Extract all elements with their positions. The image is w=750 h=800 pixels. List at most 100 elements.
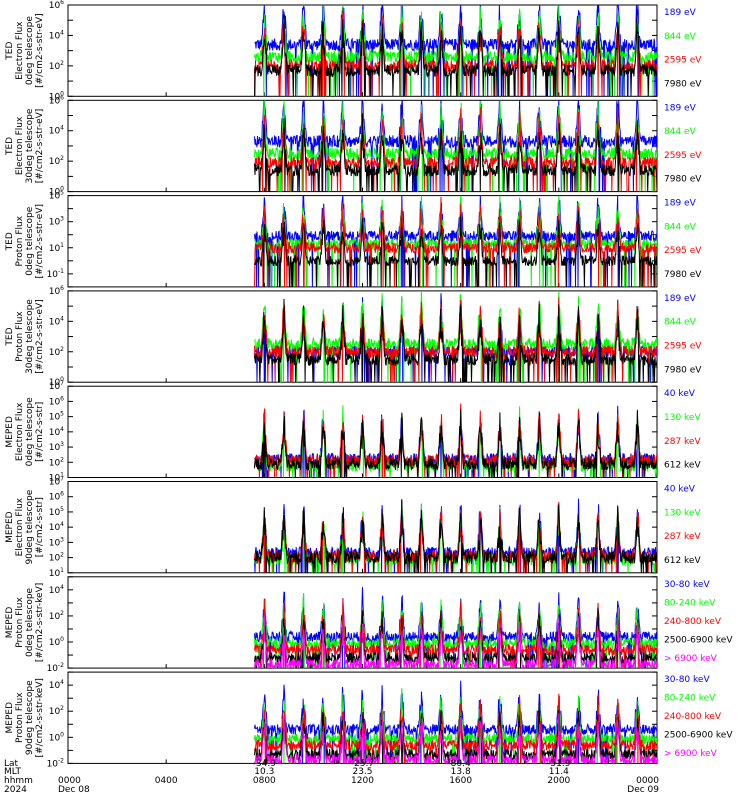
y-axis-title: 0deg telescope — [25, 587, 35, 657]
y-tick-label: 102 — [49, 60, 64, 72]
x-lat-label: -34.9 — [253, 759, 277, 769]
legend-entry: 612 keV — [664, 461, 701, 471]
legend-entry: 30-80 keV — [664, 580, 710, 590]
y-axis-title: MEPED — [5, 607, 15, 639]
y-tick-label: 103 — [49, 536, 64, 548]
series-line — [254, 5, 657, 97]
y-tick-label: 106 — [49, 491, 64, 503]
y-tick-label: 102 — [49, 552, 64, 564]
series-line — [254, 113, 657, 192]
y-axis-title: Electron Flux — [15, 497, 25, 556]
y-axis-title: TED — [5, 232, 15, 251]
y-tick-label: 104 — [49, 29, 64, 41]
y-tick-label: 100 — [49, 636, 64, 648]
y-tick-label: 101 — [49, 567, 64, 579]
series-line — [254, 498, 657, 573]
series-line — [254, 13, 657, 97]
series-group — [254, 5, 657, 97]
series-line — [254, 598, 657, 669]
y-axis-title: [#/cm2-s-str-keV] — [35, 583, 45, 662]
y-axis-title: [#/cm2-s-str-eV] — [35, 109, 45, 184]
y-tick-label: 103 — [49, 441, 64, 453]
x-hhmm-label: 0000 — [58, 776, 81, 786]
series-group — [254, 587, 657, 669]
series-line — [254, 196, 657, 287]
series-line — [254, 210, 657, 287]
series-group — [254, 290, 657, 383]
legend-entry: 844 eV — [664, 32, 697, 42]
series-line — [254, 298, 657, 383]
y-tick-label: 106 — [49, 0, 64, 11]
legend-entry: 189 eV — [664, 294, 697, 304]
legend-entry: 80-240 keV — [664, 598, 716, 608]
legend-entry: 844 eV — [664, 318, 697, 328]
legend-entry: 130 keV — [664, 413, 701, 423]
y-tick-label: 102 — [49, 705, 64, 717]
y-axis-title: [#/cm2-s-str-eV] — [35, 204, 45, 279]
legend-entry: 80-240 keV — [664, 694, 716, 704]
y-axis-title: TED — [5, 137, 15, 156]
legend-entry: 287 keV — [664, 532, 701, 542]
x-lat-label: 80.4 — [451, 759, 471, 769]
legend-entry: 7980 eV — [664, 365, 702, 375]
y-axis-title: TED — [5, 327, 15, 346]
y-tick-label: 10-2 — [47, 757, 65, 769]
series-line — [254, 106, 657, 192]
x-lat-label: -25.7 — [351, 759, 374, 769]
y-tick-label: 102 — [49, 155, 64, 167]
x-hhmm-label: 0800 — [253, 776, 276, 786]
legend-entry: 2595 eV — [664, 56, 702, 66]
legend-entry: 130 keV — [664, 508, 701, 518]
y-tick-label: 104 — [49, 125, 64, 137]
x-row-label: Lat — [4, 759, 19, 769]
panel-8: 10-2 100 102 104 MEPED Proton Flux 90deg teles… — [5, 671, 733, 769]
y-tick-label: 104 — [49, 584, 64, 596]
x-hhmm-label: 0000 — [636, 776, 659, 786]
legend-entry: 30-80 keV — [664, 675, 710, 685]
y-axis-title: [#/cm2-s-str] — [35, 497, 45, 557]
y-axis-title: MEPED — [5, 416, 15, 448]
legend-entry: 7980 eV — [664, 175, 702, 185]
y-axis-title: MEPED — [5, 511, 15, 543]
y-axis-title: Proton Flux — [15, 215, 25, 266]
y-tick-label: 10-2 — [47, 662, 65, 674]
series-group — [254, 403, 657, 478]
y-tick-label: 104 — [49, 679, 64, 691]
y-axis-title: 0deg telescope — [25, 397, 35, 467]
legend-entry: > 6900 keV — [664, 654, 718, 664]
legend-entry: 2595 eV — [664, 342, 702, 352]
legend-entry: 2500-6900 keV — [664, 635, 733, 645]
y-tick-label: 104 — [49, 315, 64, 327]
series-line — [254, 195, 657, 287]
y-axis-title: 90deg telescope — [25, 680, 35, 755]
legend-entry: 240-800 keV — [664, 712, 722, 722]
x-row-label: hhmm — [4, 776, 33, 786]
x-mlt-label: 11.4 — [549, 767, 569, 777]
y-axis-title: Proton Flux — [15, 311, 25, 362]
y-tick-label: 107 — [49, 380, 64, 392]
y-tick-label: 105 — [49, 506, 64, 518]
y-axis-title: [#/cm2-s-str-eV] — [35, 13, 45, 88]
legend-entry: 189 eV — [664, 199, 697, 209]
y-axis-title: 0deg telescope — [25, 16, 35, 86]
y-axis-title: [#/cm2-s-str-keV] — [35, 678, 45, 757]
y-axis-title: [#/cm2-s-str-eV] — [35, 299, 45, 374]
y-axis-title: Proton Flux — [15, 596, 25, 647]
panel-6: 101 102 103 104 105 106 107 MEPED Electron Flux 9… — [5, 476, 701, 579]
series-line — [254, 499, 657, 573]
legend-entry: 40 keV — [664, 485, 696, 495]
series-line — [254, 614, 657, 669]
series-line — [254, 587, 657, 669]
legend-entry: 7980 eV — [664, 270, 702, 280]
y-axis-title: Electron Flux — [15, 21, 25, 80]
y-tick-label: 104 — [49, 426, 64, 438]
legend-entry: 240-800 keV — [664, 617, 722, 627]
legend-entry: 40 keV — [664, 389, 696, 399]
x-hhmm-label: 2000 — [547, 776, 570, 786]
series-line — [254, 409, 657, 478]
y-tick-label: 106 — [49, 285, 64, 297]
